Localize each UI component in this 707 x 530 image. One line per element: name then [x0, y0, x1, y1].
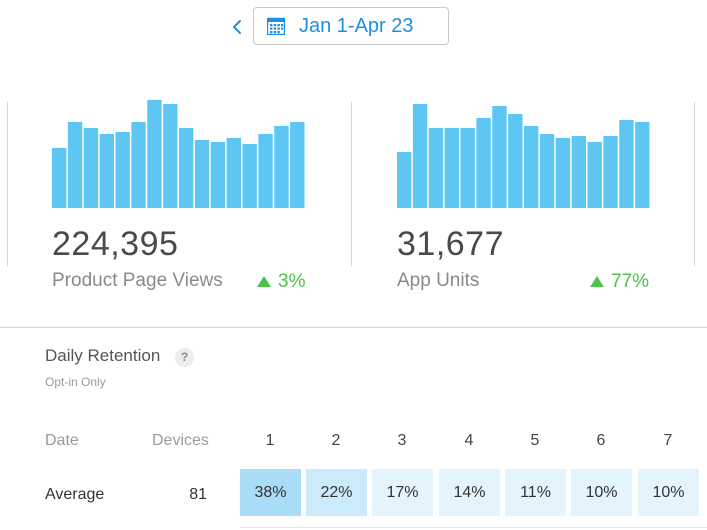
column-header-day: 4 [464, 432, 474, 449]
row-divider [240, 527, 707, 528]
chart-bar [412, 104, 428, 208]
column-header-devices: Devices [152, 432, 209, 449]
metric-value: 31,677 [397, 225, 504, 263]
calendar-icon [267, 17, 285, 35]
chart-bar [428, 128, 444, 208]
row-label: Average [45, 486, 105, 503]
chart-bar [555, 138, 571, 208]
product-page-views-chart [52, 100, 305, 208]
chart-bar [131, 122, 146, 208]
chart-bar [163, 104, 178, 208]
metric-delta-value: 77% [611, 271, 650, 292]
column-header-date: Date [45, 432, 79, 449]
chart-bar [67, 122, 83, 208]
chart-bar [603, 136, 618, 208]
column-header-day: 2 [331, 432, 341, 449]
retention-title: Daily Retention [45, 346, 161, 365]
retention-cell: 10% [638, 469, 699, 516]
chart-bar [258, 134, 273, 208]
chart-bar [147, 100, 162, 208]
chevron-left-icon [233, 20, 241, 34]
chart-bar [492, 106, 507, 208]
card-divider-left [7, 102, 8, 266]
retention-subtitle: Opt-in Only [45, 375, 106, 389]
chart-bar [290, 122, 305, 208]
chart-bar [115, 132, 130, 208]
chart-bar [179, 128, 194, 208]
chart-bar [226, 138, 242, 208]
metric-value: 224,395 [52, 225, 179, 263]
retention-cell: 14% [439, 469, 500, 516]
column-header-day: 3 [397, 432, 407, 449]
chart-bar [397, 152, 412, 208]
chart-bar [571, 136, 587, 208]
date-range-picker[interactable]: Jan 1-Apr 23 [253, 7, 449, 45]
retention-cell: 38% [240, 469, 301, 516]
metric-label: Product Page Views [52, 270, 223, 291]
section-divider [0, 327, 707, 328]
card-divider-right [694, 102, 695, 266]
chart-bar [587, 142, 602, 208]
chart-bar [539, 134, 555, 208]
metric-delta: 77% [590, 271, 649, 293]
chart-bar [194, 140, 210, 208]
metric-label: App Units [397, 270, 480, 291]
metric-delta-value: 3% [278, 271, 306, 292]
chart-bar [99, 134, 115, 208]
chart-bar [210, 142, 226, 208]
retention-cell: 11% [505, 469, 566, 516]
chart-bar [444, 128, 460, 208]
chart-bar [83, 128, 99, 208]
up-triangle-icon [257, 275, 271, 287]
retention-cell: 17% [372, 469, 433, 516]
metric-delta: 3% [257, 271, 305, 293]
retention-cell: 22% [306, 469, 367, 516]
chart-bar [274, 126, 289, 208]
column-header-day: 5 [530, 432, 540, 449]
chart-bar [619, 120, 634, 208]
card-divider-middle [351, 102, 352, 266]
date-range-label: Jan 1-Apr 23 [299, 15, 414, 37]
chart-bar [52, 148, 67, 208]
column-header-day: 1 [265, 432, 275, 449]
chart-bar [635, 122, 650, 208]
chart-bar [524, 126, 539, 208]
chart-bar [460, 128, 475, 208]
chart-bar [476, 118, 491, 208]
column-header-day: 7 [663, 432, 673, 449]
chart-bar [508, 114, 523, 208]
question-mark-icon[interactable]: ? [175, 348, 194, 367]
row-devices: 81 [189, 486, 207, 503]
up-triangle-icon [590, 275, 604, 287]
retention-cell: 10% [571, 469, 632, 516]
app-units-chart [397, 104, 650, 208]
column-header-day: 6 [596, 432, 606, 449]
back-button[interactable] [226, 14, 250, 40]
chart-bar [242, 144, 257, 208]
